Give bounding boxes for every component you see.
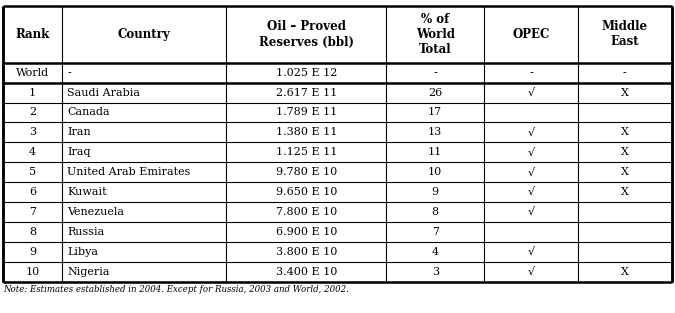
Text: -: - — [68, 68, 71, 78]
Text: √: √ — [527, 247, 535, 257]
Text: 4: 4 — [29, 147, 36, 157]
Text: Iraq: Iraq — [68, 147, 91, 157]
Text: √: √ — [527, 167, 535, 177]
Text: 7: 7 — [29, 207, 36, 217]
Text: United Arab Emirates: United Arab Emirates — [68, 167, 191, 177]
Text: 2.617 E 11: 2.617 E 11 — [275, 88, 337, 98]
Text: 9: 9 — [431, 187, 439, 197]
Text: 5: 5 — [29, 167, 36, 177]
Text: 1.025 E 12: 1.025 E 12 — [275, 68, 337, 78]
Text: √: √ — [527, 267, 535, 277]
Text: 1.125 E 11: 1.125 E 11 — [275, 147, 337, 157]
Text: 10: 10 — [428, 167, 442, 177]
Text: X: X — [621, 167, 628, 177]
Text: Country: Country — [117, 28, 170, 41]
Text: 10: 10 — [26, 267, 40, 277]
Text: 17: 17 — [428, 107, 442, 117]
Text: Saudi Arabia: Saudi Arabia — [68, 88, 140, 98]
Text: Kuwait: Kuwait — [68, 187, 107, 197]
Text: Oil – Proved
Reserves (bbl): Oil – Proved Reserves (bbl) — [259, 20, 354, 49]
Text: 7: 7 — [432, 227, 439, 237]
Text: Russia: Russia — [68, 227, 105, 237]
Text: √: √ — [527, 127, 535, 137]
Text: Nigeria: Nigeria — [68, 267, 110, 277]
Text: 4: 4 — [431, 247, 439, 257]
Text: 3: 3 — [431, 267, 439, 277]
Text: 8: 8 — [29, 227, 36, 237]
Text: 3.400 E 10: 3.400 E 10 — [275, 267, 337, 277]
Text: 9.780 E 10: 9.780 E 10 — [275, 167, 337, 177]
Text: Rank: Rank — [16, 28, 50, 41]
Text: OPEC: OPEC — [512, 28, 549, 41]
Text: 26: 26 — [428, 88, 442, 98]
Text: 9.650 E 10: 9.650 E 10 — [275, 187, 337, 197]
Text: 1.380 E 11: 1.380 E 11 — [275, 127, 337, 137]
Text: World: World — [16, 68, 49, 78]
Text: 8: 8 — [431, 207, 439, 217]
Text: Note: Estimates established in 2004. Except for Russia, 2003 and World, 2002.: Note: Estimates established in 2004. Exc… — [3, 285, 349, 294]
Text: √: √ — [527, 147, 535, 157]
Text: 3: 3 — [29, 127, 36, 137]
Text: √: √ — [527, 187, 535, 197]
Text: 9: 9 — [29, 247, 36, 257]
Text: 6.900 E 10: 6.900 E 10 — [275, 227, 337, 237]
Text: X: X — [621, 187, 628, 197]
Text: -: - — [529, 68, 533, 78]
Text: Canada: Canada — [68, 107, 110, 117]
Text: 13: 13 — [428, 127, 442, 137]
Text: 11: 11 — [428, 147, 442, 157]
Text: % of
World
Total: % of World Total — [416, 13, 455, 56]
Text: X: X — [621, 127, 628, 137]
Text: 1.789 E 11: 1.789 E 11 — [275, 107, 337, 117]
Text: 7.800 E 10: 7.800 E 10 — [275, 207, 337, 217]
Text: Libya: Libya — [68, 247, 99, 257]
Text: 6: 6 — [29, 187, 36, 197]
Text: Middle
East: Middle East — [601, 20, 648, 49]
Text: √: √ — [527, 207, 535, 217]
Text: Venezuela: Venezuela — [68, 207, 124, 217]
Text: 3.800 E 10: 3.800 E 10 — [275, 247, 337, 257]
Text: X: X — [621, 88, 628, 98]
Text: -: - — [623, 68, 626, 78]
Text: -: - — [433, 68, 437, 78]
Text: 2: 2 — [29, 107, 36, 117]
Text: X: X — [621, 267, 628, 277]
Text: Iran: Iran — [68, 127, 91, 137]
Text: √: √ — [527, 88, 535, 98]
Text: X: X — [621, 147, 628, 157]
Text: 1: 1 — [29, 88, 36, 98]
